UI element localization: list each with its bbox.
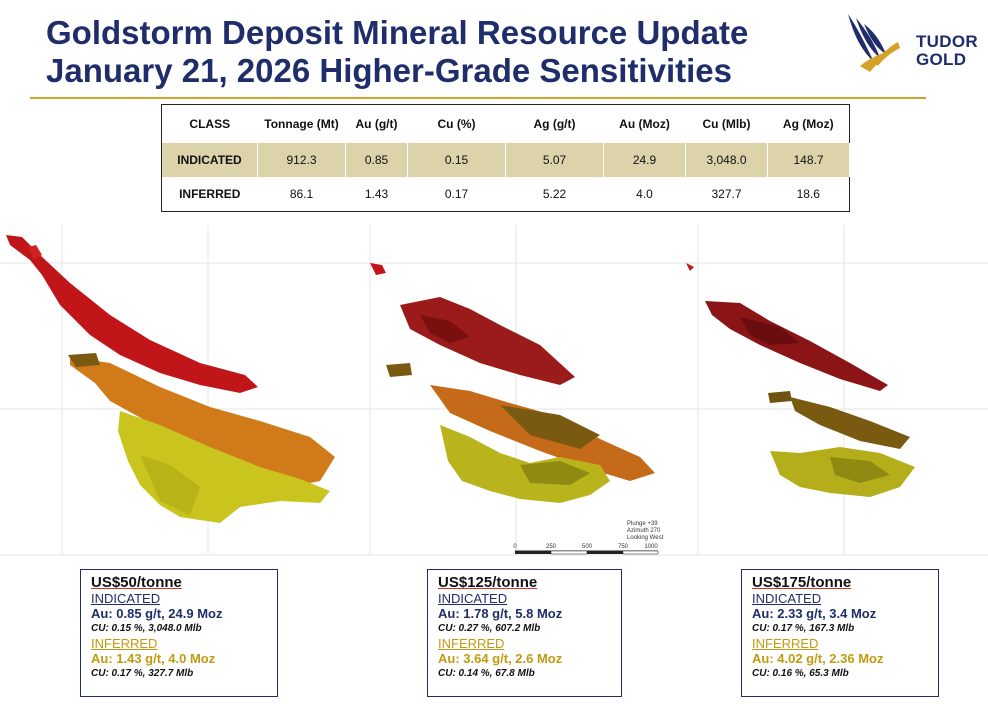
shell-view-175 [686, 263, 915, 497]
inferred-label: INFERRED [438, 636, 505, 651]
col-header: CLASS [189, 117, 231, 131]
col-header: Tonnage (Mt) [264, 117, 339, 131]
indicated-cu: CU: 0.17 %, 167.3 Mlb [752, 623, 855, 634]
table-cell: 1.43 [364, 187, 389, 201]
col-header: Au (g/t) [355, 117, 398, 131]
scale-tick-label: 1000 [644, 544, 658, 550]
table-cell: 3,048.0 [685, 143, 768, 177]
slide-title: Goldstorm Deposit Mineral Resource Updat… [46, 14, 748, 90]
indicated-label: INDICATED [752, 591, 822, 606]
looking-label: Looking West [627, 535, 664, 541]
inferred-orange-shell [790, 397, 910, 449]
inferred-au: Au: 3.64 g/t, 2.6 Moz [438, 651, 563, 666]
table-row-indicated: INDICATED 912.3 0.85 0.15 5.07 24.9 3,04… [161, 143, 850, 177]
plunge-label: Plunge +39 [627, 521, 658, 527]
inferred-cu: CU: 0.16 %, 65.3 Mlb [752, 668, 849, 679]
table-cell: 148.7 [767, 143, 850, 177]
inferred-cu: CU: 0.14 %, 67.8 Mlb [438, 668, 535, 679]
table-cell: 0.15 [407, 143, 506, 177]
inferred-cu: CU: 0.17 %, 327.7 Mlb [91, 668, 194, 679]
table-cell: 18.6 [796, 187, 820, 201]
tudor-gold-logo-icon [848, 14, 900, 72]
col-header: Cu (%) [437, 117, 476, 131]
title-line-1: Goldstorm Deposit Mineral Resource Updat… [46, 14, 749, 51]
col-header: Ag (g/t) [533, 117, 576, 131]
deposit-shell-views: Plunge +39 Azimuth 270 Looking West 0 25… [0, 225, 988, 556]
scale-tick-label: 500 [582, 544, 593, 550]
logo-text-line-1: TUDOR [916, 32, 978, 51]
indicated-au: Au: 1.78 g/t, 5.8 Moz [438, 606, 563, 621]
scenario-price: US$50/tonne [91, 574, 182, 591]
scenario-box-175: US$175/tonne INDICATED Au: 2.33 g/t, 3.4… [741, 569, 939, 697]
indicated-au: Au: 2.33 g/t, 3.4 Moz [752, 606, 877, 621]
indicated-red-shell [705, 301, 888, 391]
scale-tick-label: 750 [618, 544, 629, 550]
scale-tick-label: 250 [546, 544, 557, 550]
table-cell: 912.3 [257, 143, 346, 177]
inferred-label: INFERRED [91, 636, 158, 651]
table-cell: 86.1 [289, 187, 314, 201]
table-row-inferred: INFERRED 86.1 1.43 0.17 5.22 4.0 327.7 1… [162, 177, 850, 212]
indicated-red-shell [6, 235, 258, 393]
inferred-au: Au: 1.43 g/t, 4.0 Moz [91, 651, 216, 666]
col-header: Cu (Mlb) [702, 117, 751, 131]
col-header: Ag (Moz) [782, 117, 834, 131]
indicated-label: INDICATED [438, 591, 508, 606]
resource-table: CLASS Tonnage (Mt) Au (g/t) Cu (%) Ag (g… [161, 104, 850, 212]
table-header-row: CLASS Tonnage (Mt) Au (g/t) Cu (%) Ag (g… [162, 105, 850, 144]
table-cell: INFERRED [179, 187, 241, 201]
shell-view-125 [370, 263, 655, 503]
indicated-label: INDICATED [91, 591, 161, 606]
logo-text: TUDOR GOLD [916, 33, 978, 69]
inferred-orange-shell [70, 357, 335, 487]
table-cell: 24.9 [603, 143, 686, 177]
inferred-au: Au: 4.02 g/t, 2.36 Moz [752, 651, 884, 666]
azimuth-label: Azimuth 270 [627, 528, 661, 534]
table-cell: 327.7 [711, 187, 742, 201]
col-header: Au (Moz) [619, 117, 670, 131]
indicated-red-shell [400, 297, 575, 385]
table-cell: 5.07 [505, 143, 604, 177]
table-cell: 0.17 [444, 187, 469, 201]
table-cell: 0.85 [345, 143, 408, 177]
indicated-cu: CU: 0.15 %, 3,048.0 Mlb [91, 623, 202, 634]
title-line-2: January 21, 2026 Higher-Grade Sensitivit… [46, 52, 732, 89]
table-cell: INDICATED [161, 143, 258, 177]
logo-text-line-2: GOLD [916, 50, 967, 69]
scale-bar: Plunge +39 Azimuth 270 Looking West 0 25… [513, 521, 664, 555]
indicated-au: Au: 0.85 g/t, 24.9 Moz [91, 606, 223, 621]
shell-view-50 [6, 235, 335, 523]
table-cell: 5.22 [542, 187, 567, 201]
scenario-price: US$125/tonne [438, 574, 538, 591]
scenario-box-125: US$125/tonne INDICATED Au: 1.78 g/t, 5.8… [427, 569, 622, 697]
scale-tick-label: 0 [513, 544, 517, 550]
inferred-label: INFERRED [752, 636, 819, 651]
table-cell: 4.0 [636, 187, 653, 201]
scenario-box-50: US$50/tonne INDICATED Au: 0.85 g/t, 24.9… [80, 569, 278, 697]
indicated-cu: CU: 0.27 %, 607.2 Mlb [438, 623, 541, 634]
header-divider [30, 97, 926, 99]
scenario-price: US$175/tonne [752, 574, 852, 591]
